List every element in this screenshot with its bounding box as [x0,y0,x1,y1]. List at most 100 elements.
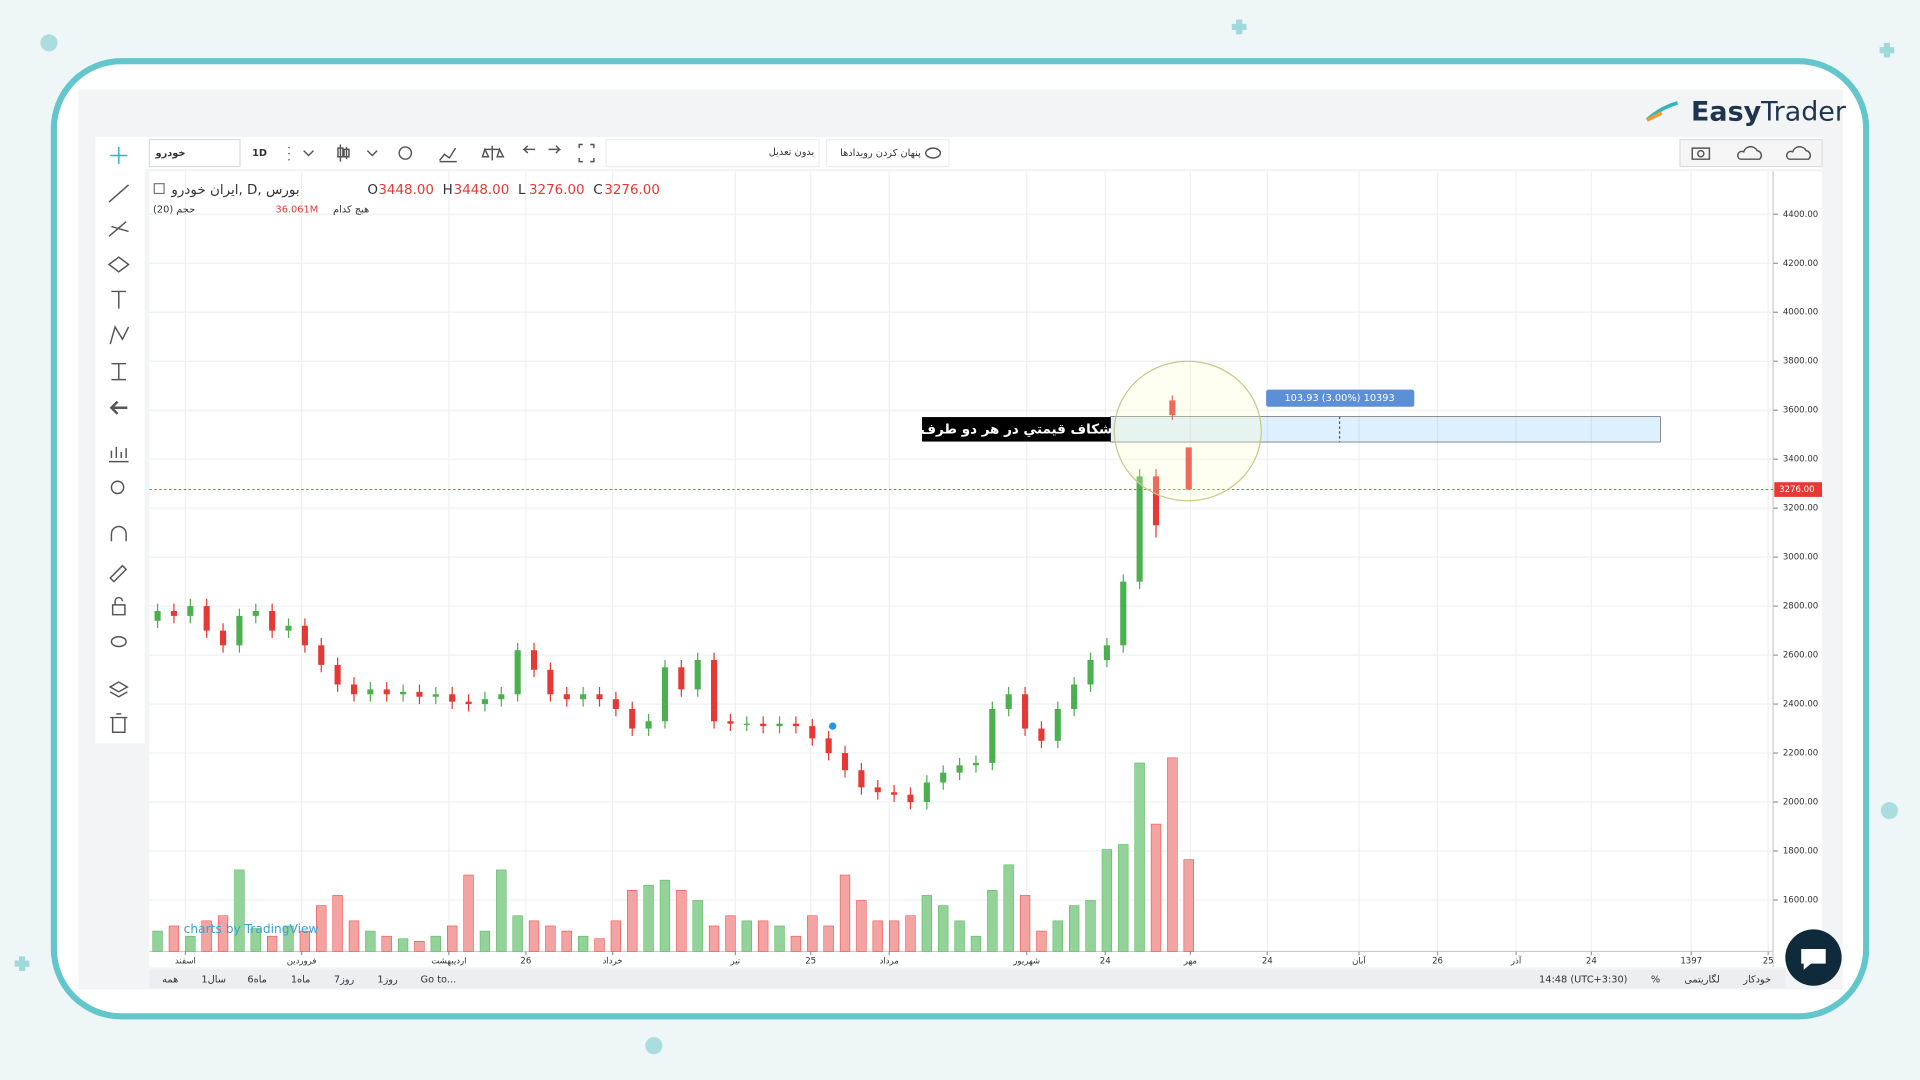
lock-tool[interactable] [111,596,126,616]
hide-events[interactable]: پنهان کردن رویدادها [840,148,921,159]
y-tick-label: 3600.00 [1783,406,1818,416]
candle-body [629,708,636,729]
chart-pane [149,171,1823,968]
magnet-tool[interactable] [110,525,127,542]
fullscreen-button[interactable] [578,143,595,163]
adjust[interactable]: بدون تعدیل [769,147,815,158]
volume-bar [1052,920,1063,952]
candle-body [891,792,898,795]
candle-body [989,708,996,763]
volume-bar [1003,864,1014,952]
event-marker[interactable] [828,722,837,730]
visibility-tool[interactable] [110,636,127,648]
symbol[interactable]: خودرو [155,148,186,159]
ohlc-value: 3276.00 [529,183,585,198]
x-tick-label: تیر [729,957,740,967]
y-tick-label: 2800.00 [1783,602,1818,612]
decor-dot [645,1037,663,1055]
candle-body [498,694,505,700]
volume-bar [741,920,752,952]
range-button[interactable]: همه [162,975,178,986]
candle-body [236,615,243,646]
snapshot-button[interactable] [1691,147,1711,160]
layers-tool[interactable] [108,681,129,698]
volume-bar [168,925,180,952]
eye-icon[interactable] [924,147,942,159]
candle-body [203,606,210,631]
events-button[interactable] [825,138,950,168]
indicators-button[interactable] [439,147,457,163]
volume-bar [610,920,622,952]
volume-bar [201,920,212,952]
volume-bar [1019,895,1031,952]
delete-tool[interactable] [110,713,128,733]
candle-type-button[interactable] [337,144,350,162]
ohlc-key: C [593,183,602,198]
volume-bar [872,920,883,952]
symbol-box[interactable] [148,138,241,168]
chat-icon[interactable] [1801,948,1826,970]
trendline-tool[interactable] [108,184,130,203]
shape-tool[interactable] [107,256,130,273]
volume-bar [774,925,785,952]
range-button[interactable]: 1سال [201,975,226,986]
candle-body [334,664,341,685]
measure-label: 103.93 (3.00%) 10393 [1284,393,1394,404]
undo-redo[interactable] [522,145,562,154]
adjust-field[interactable] [605,138,820,168]
range-button[interactable]: 1روز [377,975,398,986]
crosshair-tool[interactable] [110,146,128,165]
pen-tool[interactable] [109,564,128,583]
bottom-log[interactable]: لگاریتمی [1684,974,1720,986]
candle-body [252,611,259,616]
candle-body [841,753,849,771]
candle-body [596,694,603,700]
text-tool[interactable] [111,290,127,309]
logo-bold: Easy [1691,96,1762,127]
back-tool[interactable] [109,400,128,415]
range-button[interactable]: 1ماه [291,975,311,986]
dropdown-icons[interactable] [288,146,378,161]
candle-body [350,684,358,695]
x-tick-label: 24 [1100,957,1111,967]
candle-body [760,723,767,727]
candle-body [416,691,423,697]
logo: EasyTrader [1691,96,1847,127]
bottom-percent[interactable]: % [1651,975,1660,986]
bottom-time[interactable]: 14:48 (UTC+3:30) [1539,975,1627,986]
cloud-buttons[interactable] [1737,146,1811,160]
compare-button[interactable] [481,145,505,161]
candle-body [1071,684,1078,709]
zoom-tool[interactable] [110,480,125,495]
x-tick-label: 25 [1763,957,1774,967]
candle-body [645,721,652,729]
plot: 3276.00 103.93 (3.00%) 10393 شکاف قیمتي در… [149,360,1823,952]
y-tick-label: 3800.00 [1783,357,1818,367]
range-button[interactable]: 6ماه [247,975,267,986]
volume-readout: 36.061M [276,204,319,215]
candle-body [1152,476,1160,526]
x-tick-label: اردیبهشت [431,957,466,967]
highlight-ellipse [1113,360,1262,502]
right-buttons[interactable] [1679,138,1823,168]
volume-bar [970,935,982,952]
pattern-tool[interactable] [109,325,130,345]
fib-tool[interactable] [108,221,129,237]
bottom-auto[interactable]: خودکار [1742,975,1771,986]
collapse-button[interactable] [153,183,165,195]
range-button[interactable]: 7روز [334,975,355,986]
settings-button[interactable] [398,146,413,160]
x-tick-label: آذر [1510,955,1522,967]
top-toolbar [95,137,1823,169]
logo-light: Trader [1760,96,1847,127]
ohlc-value: 3448.00 [378,183,434,198]
measure-tool[interactable] [111,362,127,381]
candle-body [1103,645,1110,660]
candle-body [187,606,194,616]
volume-bar [659,879,671,952]
candle-body [923,782,930,803]
bottom-goto[interactable]: Go to... [421,975,457,986]
interval[interactable]: 1D [252,148,267,159]
decor-dot [1880,802,1898,820]
bars-tool[interactable] [108,446,129,463]
